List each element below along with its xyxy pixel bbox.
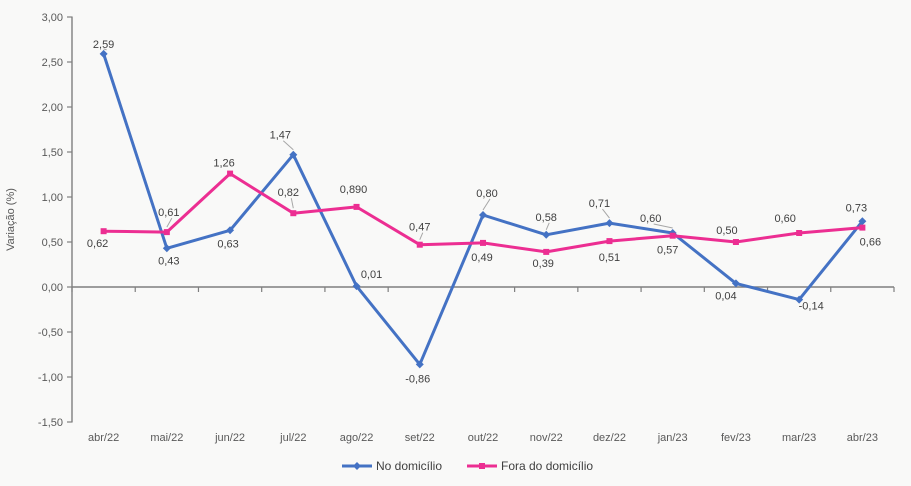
label-leader-line [282,140,294,151]
x-category-label: fev/23 [721,432,751,444]
y-tick-label: -1,50 [38,417,63,429]
data-label: 0,890 [340,184,368,196]
data-point-marker-no-domic-lio [731,279,740,288]
data-label: 1,47 [270,130,291,142]
x-category-label: jan/23 [657,432,688,444]
data-point-marker-no-domic-lio [795,295,804,304]
data-label: 0,80 [476,188,497,200]
x-category-label: set/22 [405,432,435,444]
legend-marker [479,463,485,469]
y-tick-label: 0,00 [42,282,63,294]
data-label: 0,60 [774,213,795,225]
y-tick-label: 1,50 [42,147,63,159]
y-tick-label: 3,00 [42,12,63,24]
x-category-label: jun/22 [214,432,245,444]
data-label: 0,43 [158,255,179,267]
data-label: 0,63 [217,238,238,250]
label-leader-line [290,198,294,209]
x-category-label: nov/22 [530,432,563,444]
x-category-label: abr/22 [88,432,119,444]
y-tick-label: 1,00 [42,192,63,204]
x-category-label: dez/22 [593,432,626,444]
label-leader-line [482,198,491,211]
data-point-marker-fora-do-domic-lio [859,224,866,231]
data-label: 0,50 [716,225,737,237]
data-point-marker-fora-do-domic-lio [227,170,234,177]
data-label: 0,66 [860,237,881,249]
legend-label: Fora do domicílio [501,459,593,473]
data-label: 0,47 [409,222,430,234]
data-label: 0,60 [640,213,661,225]
y-tick-label: 2,00 [42,102,63,114]
data-point-marker-no-domic-lio [542,230,551,239]
data-label: 1,26 [213,158,234,170]
data-label: 0,73 [846,202,867,214]
x-category-label: out/22 [468,432,499,444]
label-leader-line [103,48,107,51]
data-point-marker-no-domic-lio [479,211,487,219]
y-tick-label: 0,50 [42,237,63,249]
data-label: 0,71 [589,198,610,210]
data-label: 0,57 [657,245,678,257]
y-axis-title: Variação (%) [5,188,17,251]
legend-marker [353,462,361,470]
x-category-label: mai/22 [150,432,183,444]
data-label: 0,62 [87,238,108,250]
label-leader-line [166,217,173,228]
label-leader-line [602,208,610,219]
data-label: 0,49 [471,252,492,264]
data-label: -0,14 [799,301,824,313]
data-point-marker-no-domic-lio [605,219,614,228]
data-point-marker-fora-do-domic-lio [290,210,297,217]
data-label: 0,01 [361,269,382,281]
label-leader-line [419,232,424,240]
legend-label: No domicílio [376,459,442,473]
y-tick-label: 2,50 [42,57,63,69]
data-point-marker-fora-do-domic-lio [353,203,360,210]
label-leader-line [653,223,673,229]
data-point-marker-fora-do-domic-lio [732,239,739,245]
data-label: 0,04 [715,290,736,302]
y-tick-label: -0,50 [38,327,63,339]
y-tick-label: -1,00 [38,372,63,384]
data-point-marker-fora-do-domic-lio [543,248,550,255]
data-point-marker-no-domic-lio [226,226,235,235]
data-label: -0,86 [405,373,430,385]
data-label: 0,39 [533,258,554,270]
x-category-label: abr/23 [847,432,878,444]
data-point-marker-fora-do-domic-lio [669,232,676,239]
data-point-marker-no-domic-lio [162,244,171,253]
data-label: 0,51 [599,252,620,264]
data-point-marker-no-domic-lio [858,217,867,226]
data-label: 0,82 [278,187,299,199]
data-point-marker-no-domic-lio [415,360,424,369]
data-point-marker-fora-do-domic-lio [796,230,803,236]
x-category-label: mar/23 [782,432,816,444]
data-point-marker-no-domic-lio [289,150,298,159]
data-point-marker-fora-do-domic-lio [163,229,170,236]
data-point-marker-fora-do-domic-lio [100,228,107,235]
data-label: 2,59 [93,39,114,51]
data-point-marker-no-domic-lio [352,282,361,291]
data-point-marker-fora-do-domic-lio [416,241,423,248]
data-point-marker-fora-do-domic-lio [606,238,613,245]
x-category-label: ago/22 [340,432,374,444]
label-leader-line [545,222,550,230]
data-point-marker-fora-do-domic-lio [480,239,486,246]
x-category-label: jul/22 [279,432,306,444]
data-point-marker-no-domic-lio [99,49,108,58]
data-label: 0,58 [536,212,557,224]
data-label: 0,61 [158,207,179,219]
